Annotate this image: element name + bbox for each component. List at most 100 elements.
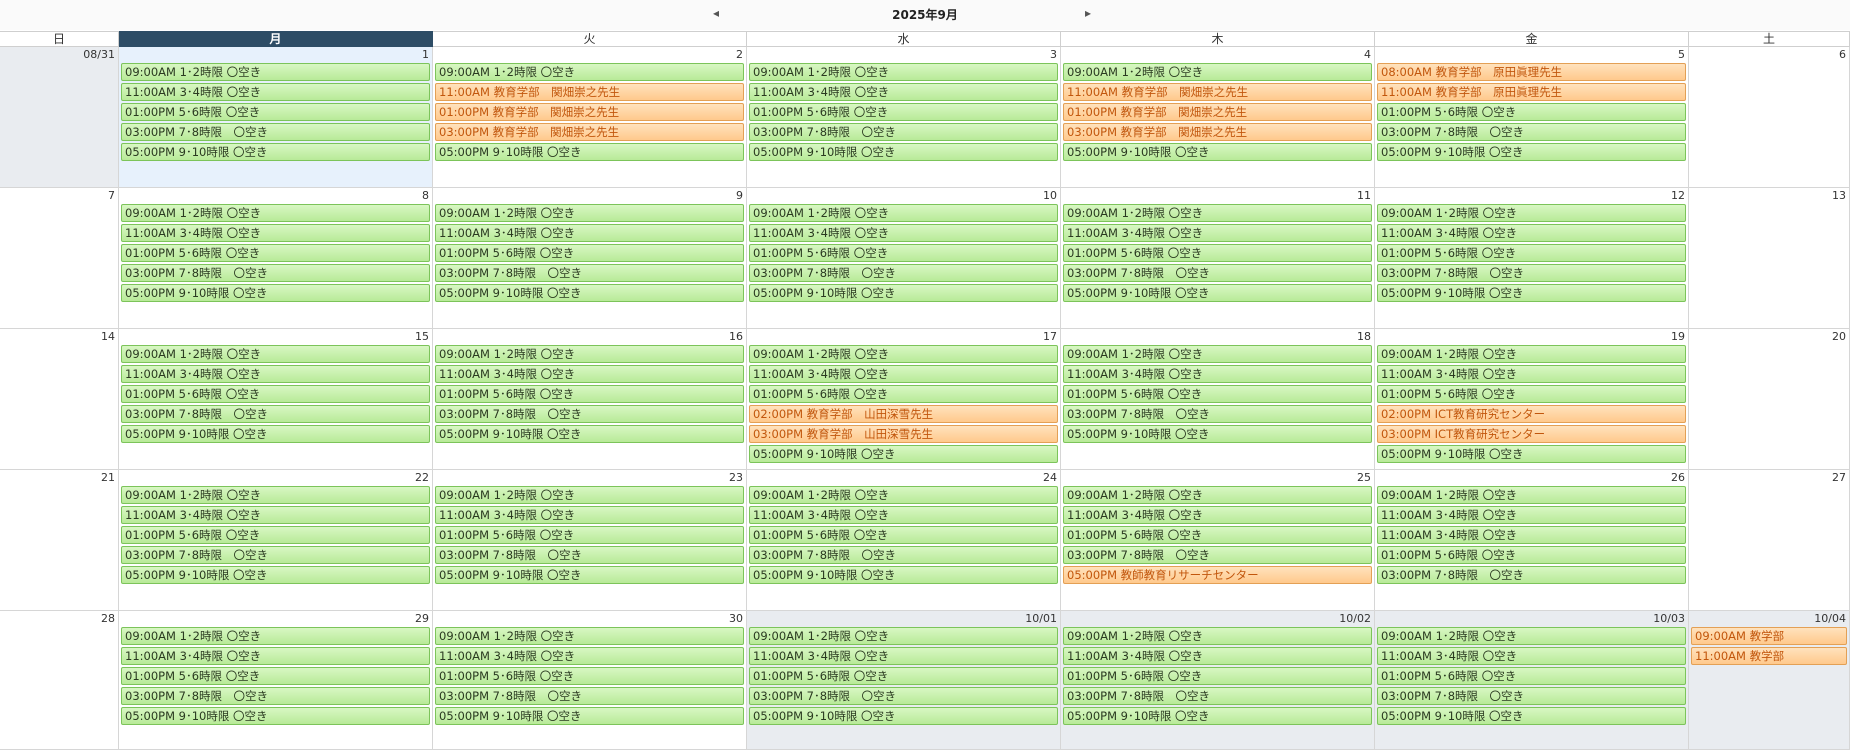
- booked-event[interactable]: 02:00PM 教育学部 山田深雪先生: [749, 405, 1058, 423]
- day-number[interactable]: 10/01: [1025, 612, 1057, 625]
- day-number[interactable]: 10: [1043, 189, 1057, 202]
- free-slot-event[interactable]: 09:00AM 1･2時限 〇空き: [749, 627, 1058, 645]
- free-slot-event[interactable]: 11:00AM 3･4時限 〇空き: [1377, 526, 1686, 544]
- free-slot-event[interactable]: 01:00PM 5･6時限 〇空き: [1377, 546, 1686, 564]
- free-slot-event[interactable]: 01:00PM 5･6時限 〇空き: [435, 526, 744, 544]
- day-cell[interactable]: 1 09:00AM 1･2時限 〇空き 11:00AM 3･4時限 〇空き 01:00…: [119, 47, 433, 187]
- free-slot-event[interactable]: 11:00AM 3･4時限 〇空き: [435, 224, 744, 242]
- free-slot-event[interactable]: 05:00PM 9･10時限 〇空き: [121, 707, 430, 725]
- booked-event[interactable]: 11:00AM 教育学部 関畑崇之先生: [435, 83, 744, 101]
- free-slot-event[interactable]: 11:00AM 3･4時限 〇空き: [1063, 365, 1372, 383]
- day-number[interactable]: 14: [101, 330, 115, 343]
- free-slot-event[interactable]: 01:00PM 5･6時限 〇空き: [121, 385, 430, 403]
- day-number[interactable]: 20: [1832, 330, 1846, 343]
- free-slot-event[interactable]: 09:00AM 1･2時限 〇空き: [435, 204, 744, 222]
- free-slot-event[interactable]: 09:00AM 1･2時限 〇空き: [749, 204, 1058, 222]
- free-slot-event[interactable]: 11:00AM 3･4時限 〇空き: [121, 83, 430, 101]
- free-slot-event[interactable]: 09:00AM 1･2時限 〇空き: [1377, 345, 1686, 363]
- day-number[interactable]: 11: [1357, 189, 1371, 202]
- day-number[interactable]: 5: [1678, 48, 1685, 61]
- free-slot-event[interactable]: 03:00PM 7･8時限 〇空き: [435, 687, 744, 705]
- free-slot-event[interactable]: 05:00PM 9･10時限 〇空き: [435, 284, 744, 302]
- booked-event[interactable]: 03:00PM ICT教育研究センター: [1377, 425, 1686, 443]
- day-number[interactable]: 25: [1357, 471, 1371, 484]
- day-cell[interactable]: 5 08:00AM 教育学部 原田眞理先生 11:00AM 教育学部 原田眞理先生 0…: [1375, 47, 1689, 187]
- free-slot-event[interactable]: 09:00AM 1･2時限 〇空き: [435, 345, 744, 363]
- free-slot-event[interactable]: 01:00PM 5･6時限 〇空き: [121, 244, 430, 262]
- free-slot-event[interactable]: 11:00AM 3･4時限 〇空き: [121, 506, 430, 524]
- free-slot-event[interactable]: 05:00PM 9･10時限 〇空き: [435, 143, 744, 161]
- booked-event[interactable]: 01:00PM 教育学部 関畑崇之先生: [435, 103, 744, 121]
- day-cell[interactable]: 28: [0, 611, 119, 749]
- day-cell[interactable]: 17 09:00AM 1･2時限 〇空き 11:00AM 3･4時限 〇空き 01:0…: [747, 329, 1061, 469]
- free-slot-event[interactable]: 05:00PM 9･10時限 〇空き: [1377, 143, 1686, 161]
- day-number[interactable]: 30: [729, 612, 743, 625]
- day-number[interactable]: 7: [108, 189, 115, 202]
- day-cell[interactable]: 11 09:00AM 1･2時限 〇空き 11:00AM 3･4時限 〇空き 01:0…: [1061, 188, 1375, 328]
- day-number[interactable]: 22: [415, 471, 429, 484]
- free-slot-event[interactable]: 05:00PM 9･10時限 〇空き: [1063, 707, 1372, 725]
- day-cell[interactable]: 10 09:00AM 1･2時限 〇空き 11:00AM 3･4時限 〇空き 01:0…: [747, 188, 1061, 328]
- free-slot-event[interactable]: 05:00PM 9･10時限 〇空き: [1377, 284, 1686, 302]
- day-cell[interactable]: 3 09:00AM 1･2時限 〇空き 11:00AM 3･4時限 〇空き 01:00…: [747, 47, 1061, 187]
- free-slot-event[interactable]: 05:00PM 9･10時限 〇空き: [1063, 143, 1372, 161]
- free-slot-event[interactable]: 05:00PM 9･10時限 〇空き: [1377, 445, 1686, 463]
- booked-event[interactable]: 02:00PM ICT教育研究センター: [1377, 405, 1686, 423]
- free-slot-event[interactable]: 03:00PM 7･8時限 〇空き: [749, 687, 1058, 705]
- day-number[interactable]: 18: [1357, 330, 1371, 343]
- free-slot-event[interactable]: 01:00PM 5･6時限 〇空き: [749, 244, 1058, 262]
- free-slot-event[interactable]: 03:00PM 7･8時限 〇空き: [1377, 123, 1686, 141]
- day-cell[interactable]: 19 09:00AM 1･2時限 〇空き 11:00AM 3･4時限 〇空き 01:0…: [1375, 329, 1689, 469]
- day-number[interactable]: 29: [415, 612, 429, 625]
- day-number[interactable]: 21: [101, 471, 115, 484]
- day-cell[interactable]: 12 09:00AM 1･2時限 〇空き 11:00AM 3･4時限 〇空き 01:0…: [1375, 188, 1689, 328]
- free-slot-event[interactable]: 03:00PM 7･8時限 〇空き: [1063, 264, 1372, 282]
- free-slot-event[interactable]: 11:00AM 3･4時限 〇空き: [121, 365, 430, 383]
- free-slot-event[interactable]: 03:00PM 7･8時限 〇空き: [1063, 546, 1372, 564]
- free-slot-event[interactable]: 05:00PM 9･10時限 〇空き: [1063, 425, 1372, 443]
- free-slot-event[interactable]: 05:00PM 9･10時限 〇空き: [435, 425, 744, 443]
- booked-event[interactable]: 01:00PM 教育学部 関畑崇之先生: [1063, 103, 1372, 121]
- free-slot-event[interactable]: 01:00PM 5･6時限 〇空き: [1063, 667, 1372, 685]
- free-slot-event[interactable]: 09:00AM 1･2時限 〇空き: [1063, 63, 1372, 81]
- free-slot-event[interactable]: 11:00AM 3･4時限 〇空き: [435, 647, 744, 665]
- free-slot-event[interactable]: 09:00AM 1･2時限 〇空き: [1063, 345, 1372, 363]
- free-slot-event[interactable]: 03:00PM 7･8時限 〇空き: [121, 123, 430, 141]
- free-slot-event[interactable]: 01:00PM 5･6時限 〇空き: [749, 526, 1058, 544]
- booked-event[interactable]: 03:00PM 教育学部 関畑崇之先生: [1063, 123, 1372, 141]
- free-slot-event[interactable]: 01:00PM 5･6時限 〇空き: [1063, 385, 1372, 403]
- free-slot-event[interactable]: 03:00PM 7･8時限 〇空き: [749, 546, 1058, 564]
- free-slot-event[interactable]: 11:00AM 3･4時限 〇空き: [435, 365, 744, 383]
- day-number[interactable]: 10/04: [1814, 612, 1846, 625]
- day-number[interactable]: 12: [1671, 189, 1685, 202]
- free-slot-event[interactable]: 09:00AM 1･2時限 〇空き: [749, 345, 1058, 363]
- free-slot-event[interactable]: 01:00PM 5･6時限 〇空き: [1377, 244, 1686, 262]
- day-number[interactable]: 9: [736, 189, 743, 202]
- free-slot-event[interactable]: 01:00PM 5･6時限 〇空き: [121, 667, 430, 685]
- day-cell[interactable]: 30 09:00AM 1･2時限 〇空き 11:00AM 3･4時限 〇空き 01:0…: [433, 611, 747, 749]
- day-number[interactable]: 24: [1043, 471, 1057, 484]
- day-number[interactable]: 2: [736, 48, 743, 61]
- free-slot-event[interactable]: 11:00AM 3･4時限 〇空き: [1063, 224, 1372, 242]
- free-slot-event[interactable]: 09:00AM 1･2時限 〇空き: [435, 63, 744, 81]
- next-month-icon[interactable]: ▸: [1085, 6, 1092, 20]
- free-slot-event[interactable]: 05:00PM 9･10時限 〇空き: [1063, 284, 1372, 302]
- free-slot-event[interactable]: 05:00PM 9･10時限 〇空き: [121, 566, 430, 584]
- day-number[interactable]: 23: [729, 471, 743, 484]
- free-slot-event[interactable]: 11:00AM 3･4時限 〇空き: [749, 224, 1058, 242]
- free-slot-event[interactable]: 01:00PM 5･6時限 〇空き: [435, 385, 744, 403]
- free-slot-event[interactable]: 11:00AM 3･4時限 〇空き: [749, 83, 1058, 101]
- day-number[interactable]: 17: [1043, 330, 1057, 343]
- free-slot-event[interactable]: 05:00PM 9･10時限 〇空き: [749, 566, 1058, 584]
- day-number[interactable]: 13: [1832, 189, 1846, 202]
- free-slot-event[interactable]: 11:00AM 3･4時限 〇空き: [749, 647, 1058, 665]
- free-slot-event[interactable]: 05:00PM 9･10時限 〇空き: [435, 566, 744, 584]
- free-slot-event[interactable]: 11:00AM 3･4時限 〇空き: [1063, 506, 1372, 524]
- day-number[interactable]: 10/03: [1653, 612, 1685, 625]
- booked-event[interactable]: 11:00AM 教学部: [1691, 647, 1847, 665]
- free-slot-event[interactable]: 11:00AM 3･4時限 〇空き: [1063, 647, 1372, 665]
- free-slot-event[interactable]: 09:00AM 1･2時限 〇空き: [1377, 486, 1686, 504]
- day-number[interactable]: 28: [101, 612, 115, 625]
- free-slot-event[interactable]: 01:00PM 5･6時限 〇空き: [1063, 526, 1372, 544]
- free-slot-event[interactable]: 11:00AM 3･4時限 〇空き: [1377, 365, 1686, 383]
